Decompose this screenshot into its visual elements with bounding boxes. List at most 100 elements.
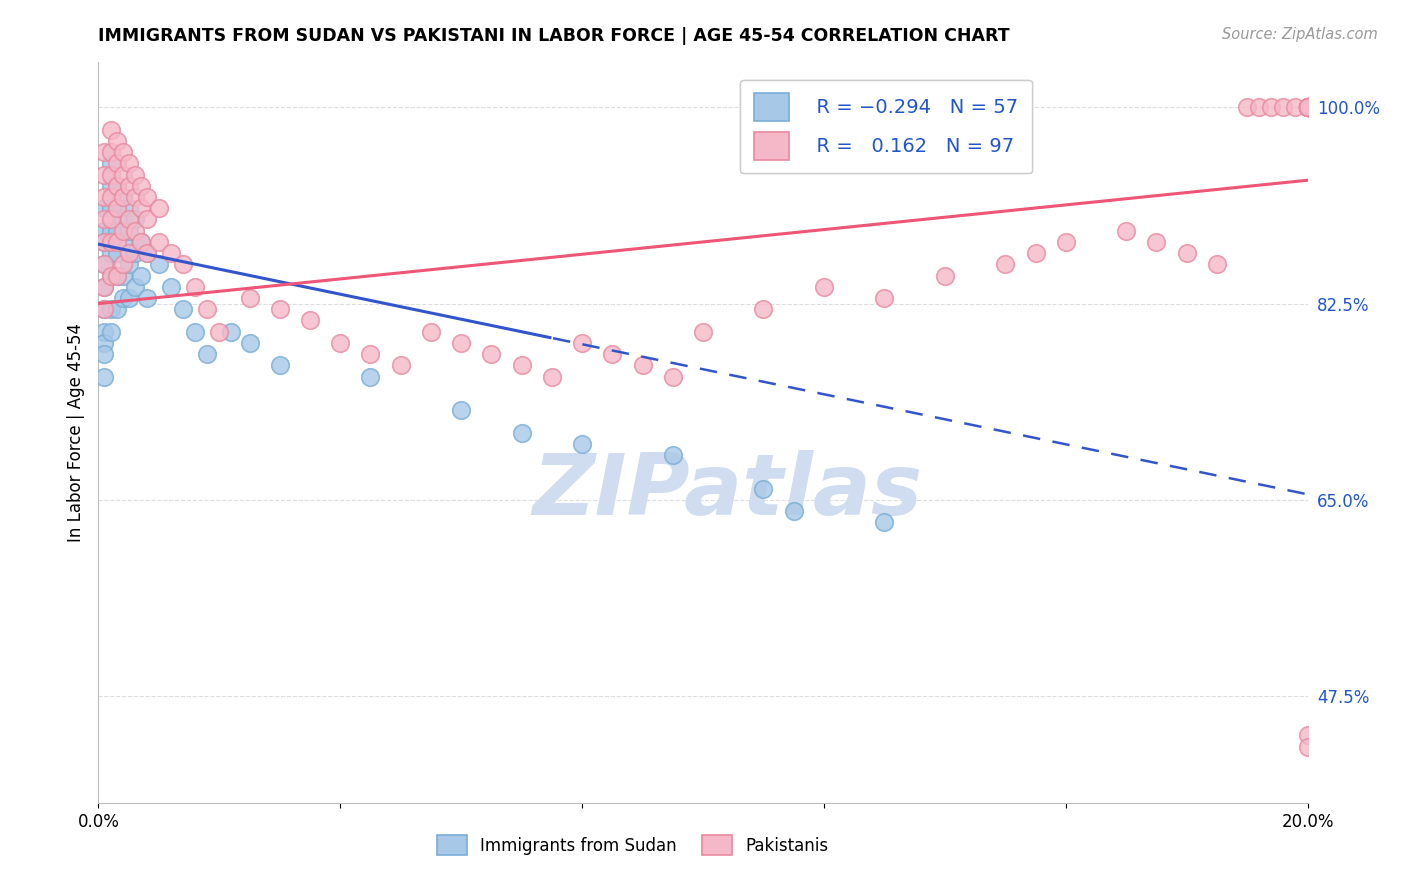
Point [1272, 100, 1295, 114]
Point [1296, 100, 1319, 114]
Point [100, 325, 122, 339]
Point [1296, 100, 1319, 114]
Point [329, 335, 352, 350]
Point [221, 325, 243, 339]
Point [661, 448, 683, 462]
Point [93, 235, 115, 249]
Point [100, 178, 122, 193]
Point [93, 369, 115, 384]
Point [129, 268, 152, 283]
Point [93, 302, 115, 317]
Point [118, 224, 141, 238]
Point [1296, 100, 1319, 114]
Point [450, 403, 472, 417]
Point [93, 257, 115, 271]
Point [105, 201, 128, 215]
Point [135, 246, 157, 260]
Point [105, 235, 128, 249]
Point [105, 268, 128, 283]
Point [111, 145, 134, 160]
Point [93, 335, 115, 350]
Point [360, 369, 382, 384]
Point [105, 134, 128, 148]
Point [100, 190, 122, 204]
Point [934, 268, 956, 283]
Point [269, 359, 291, 373]
Point [1144, 235, 1167, 249]
Point [111, 291, 134, 305]
Point [100, 268, 122, 283]
Point [93, 224, 115, 238]
Point [105, 224, 128, 238]
Point [148, 257, 170, 271]
Point [813, 280, 835, 294]
Point [100, 246, 122, 260]
Point [148, 235, 170, 249]
Point [195, 302, 218, 317]
Point [100, 235, 122, 249]
Point [111, 235, 134, 249]
Point [1296, 100, 1319, 114]
Point [129, 178, 152, 193]
Point [100, 145, 122, 160]
Point [1296, 739, 1319, 754]
Point [1296, 100, 1319, 114]
Point [510, 425, 533, 440]
Point [540, 369, 562, 384]
Point [118, 156, 141, 170]
Point [420, 325, 443, 339]
Point [105, 302, 128, 317]
Point [124, 212, 146, 227]
Point [1296, 100, 1319, 114]
Point [100, 168, 122, 182]
Point [100, 212, 122, 227]
Point [1296, 100, 1319, 114]
Point [510, 359, 533, 373]
Legend:   R = −0.294   N = 57,   R =   0.162   N = 97: R = −0.294 N = 57, R = 0.162 N = 97 [740, 79, 1032, 173]
Point [93, 168, 115, 182]
Point [105, 178, 128, 193]
Point [752, 302, 775, 317]
Point [118, 212, 141, 227]
Point [783, 504, 806, 518]
Point [129, 235, 152, 249]
Point [93, 145, 115, 160]
Point [299, 313, 322, 327]
Point [93, 235, 115, 249]
Point [118, 291, 141, 305]
Point [602, 347, 624, 361]
Text: ZIPatlas: ZIPatlas [531, 450, 922, 533]
Point [1296, 100, 1319, 114]
Point [1296, 100, 1319, 114]
Point [93, 280, 115, 294]
Point [135, 291, 157, 305]
Point [994, 257, 1017, 271]
Point [571, 437, 593, 451]
Point [450, 335, 472, 350]
Point [172, 302, 194, 317]
Point [1296, 100, 1319, 114]
Point [360, 347, 382, 361]
Point [100, 122, 122, 136]
Point [111, 190, 134, 204]
Point [1249, 100, 1271, 114]
Point [873, 516, 896, 530]
Point [105, 178, 128, 193]
Point [1175, 246, 1198, 260]
Point [105, 156, 128, 170]
Point [111, 224, 134, 238]
Point [184, 280, 207, 294]
Point [124, 280, 146, 294]
Point [105, 268, 128, 283]
Point [1024, 246, 1046, 260]
Point [571, 335, 593, 350]
Point [752, 482, 775, 496]
Point [631, 359, 654, 373]
Point [1296, 100, 1319, 114]
Legend: Immigrants from Sudan, Pakistanis: Immigrants from Sudan, Pakistanis [430, 829, 835, 862]
Point [269, 302, 291, 317]
Y-axis label: In Labor Force | Age 45-54: In Labor Force | Age 45-54 [66, 323, 84, 542]
Point [100, 201, 122, 215]
Point [129, 201, 152, 215]
Point [184, 325, 207, 339]
